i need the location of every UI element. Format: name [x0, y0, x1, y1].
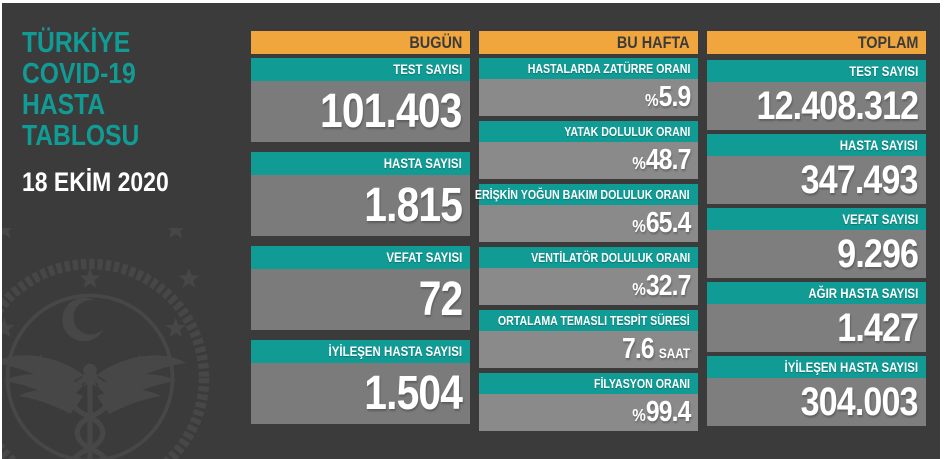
covid-table-panel: TÜRKİYE COVID-19 HASTA TABLOSU 18 EKİM 2…	[2, 3, 940, 459]
column-header-bu-hafta: BU HAFTA	[479, 31, 698, 54]
stat-label-band: HASTALARDA ZATÜRRE ORANI	[479, 58, 698, 79]
column-header-bugun: BUGÜN	[251, 31, 470, 54]
stat-card: VENTİLATÖR DOLULUK ORANI %32.7	[479, 247, 698, 305]
stat-label-band: VEFAT SAYISI	[251, 246, 470, 269]
stat-card: YATAK DOLULUK ORANI %48.7	[479, 121, 698, 179]
stat-value-box: 9.296	[707, 230, 926, 278]
title-line-1: TÜRKİYE	[22, 27, 131, 59]
stat-card: FİLYASYON ORANI %99.4	[479, 373, 698, 431]
stat-card: VEFAT SAYISI 9.296	[707, 208, 926, 278]
stat-value: %5.9	[644, 81, 691, 113]
stat-card: İYİLEŞEN HASTA SAYISI 304.003	[707, 356, 926, 426]
stat-value: %48.7	[631, 144, 691, 176]
column-bu-hafta: BU HAFTA HASTALARDA ZATÜRRE ORANI %5.9 Y…	[475, 31, 698, 436]
stat-value-box: 347.493	[707, 156, 926, 204]
stat-label-band: HASTA SAYISI	[251, 152, 470, 175]
stat-value-box: %65.4	[479, 205, 698, 242]
stat-value-box: %32.7	[479, 268, 698, 305]
stat-card: AĞIR HASTA SAYISI 1.427	[707, 282, 926, 352]
stat-label-band: FİLYASYON ORANI	[479, 373, 698, 394]
stat-label-band: AĞIR HASTA SAYISI	[707, 282, 926, 304]
stat-value: %99.4	[631, 396, 691, 428]
stat-value: 9.296	[837, 231, 919, 276]
stat-value: %65.4	[631, 207, 691, 239]
stat-label: VEFAT SAYISI	[386, 250, 462, 265]
stat-label: ERİŞKİN YOĞUN BAKIM DOLULUK ORANI	[475, 187, 690, 202]
stat-label: HASTALARDA ZATÜRRE ORANI	[527, 61, 690, 76]
stat-label: TEST SAYISI	[848, 63, 918, 79]
column-header-toplam: TOPLAM	[707, 31, 926, 54]
stat-label-band: İYİLEŞEN HASTA SAYISI	[707, 356, 926, 378]
stat-card: İYİLEŞEN HASTA SAYISI 1.504	[251, 340, 470, 424]
stat-label-band: VENTİLATÖR DOLULUK ORANI	[479, 247, 698, 268]
column-header-label: BU HAFTA	[617, 32, 690, 52]
stat-label-band: ORTALAMA TEMASLI TESPİT SÜRESİ	[479, 310, 698, 331]
stat-card: HASTALARDA ZATÜRRE ORANI %5.9	[479, 58, 698, 116]
stat-card: VEFAT SAYISI 72	[251, 246, 470, 330]
stat-value-box: 304.003	[707, 378, 926, 426]
stat-value-box: %48.7	[479, 142, 698, 179]
stat-label-band: HASTA SAYISI	[707, 134, 926, 156]
stat-label: İYİLEŞEN HASTA SAYISI	[328, 344, 462, 359]
stat-label: AĞIR HASTA SAYISI	[808, 285, 918, 301]
page-title: TÜRKİYE COVID-19 HASTA TABLOSU	[22, 28, 160, 152]
stat-value-box: 1.504	[251, 363, 470, 424]
stat-value-box: 101.403	[251, 81, 470, 142]
stat-label-band: TEST SAYISI	[251, 58, 470, 81]
stat-label-band: TEST SAYISI	[707, 60, 926, 82]
stat-label-band: YATAK DOLULUK ORANI	[479, 121, 698, 142]
stat-value-box: 72	[251, 269, 470, 330]
title-line-3: HASTA	[22, 89, 106, 121]
stat-value: 304.003	[801, 379, 919, 424]
stat-value: 1.504	[364, 367, 463, 420]
stat-label: VENTİLATÖR DOLULUK ORANI	[530, 250, 690, 265]
stat-label: YATAK DOLULUK ORANI	[563, 124, 690, 139]
stat-card: TEST SAYISI 12.408.312	[707, 60, 926, 130]
stat-card: ERİŞKİN YOĞUN BAKIM DOLULUK ORANI %65.4	[475, 184, 698, 242]
stat-value-box: 7.6 SAAT	[479, 331, 698, 368]
stat-value: 101.403	[320, 85, 462, 138]
stat-label: ORTALAMA TEMASLI TESPİT SÜRESİ	[498, 313, 690, 328]
column-bugun: BUGÜN TEST SAYISI 101.403 HASTA SAYISI 1…	[251, 31, 470, 434]
stat-label: FİLYASYON ORANI	[593, 376, 690, 391]
stat-label: TEST SAYISI	[392, 62, 462, 77]
stat-value-box: 12.408.312	[707, 82, 926, 130]
stat-card: ORTALAMA TEMASLI TESPİT SÜRESİ 7.6 SAAT	[479, 310, 698, 368]
ministry-of-health-emblem-icon	[2, 228, 210, 459]
stat-value: 1.815	[364, 179, 463, 232]
stat-label-band: ERİŞKİN YOĞUN BAKIM DOLULUK ORANI	[475, 184, 698, 205]
stat-label-band: VEFAT SAYISI	[707, 208, 926, 230]
stat-label: İYİLEŞEN HASTA SAYISI	[784, 359, 918, 375]
stat-value: 72	[418, 273, 463, 326]
stat-value-box: 1.815	[251, 175, 470, 236]
stat-label: HASTA SAYISI	[383, 156, 462, 171]
stat-value: 7.6 SAAT	[621, 333, 690, 365]
column-toplam: TOPLAM TEST SAYISI 12.408.312 HASTA SAYI…	[707, 31, 926, 430]
title-line-2: COVID-19	[22, 58, 136, 90]
stat-value: 347.493	[801, 157, 919, 202]
column-header-label: TOPLAM	[857, 32, 918, 52]
stat-value: 1.427	[837, 305, 919, 350]
stat-value: %32.7	[631, 270, 691, 302]
stat-card: HASTA SAYISI 1.815	[251, 152, 470, 236]
title-line-4: TABLOSU	[22, 120, 140, 152]
stat-card: HASTA SAYISI 347.493	[707, 134, 926, 204]
stat-value-box: 1.427	[707, 304, 926, 352]
stat-label: VEFAT SAYISI	[842, 211, 918, 227]
stat-value-box: %99.4	[479, 394, 698, 431]
report-date: 18 EKİM 2020	[22, 167, 169, 197]
stat-value-box: %5.9	[479, 79, 698, 116]
stat-card: TEST SAYISI 101.403	[251, 58, 470, 142]
stat-value: 12.408.312	[756, 83, 919, 128]
stat-label-band: İYİLEŞEN HASTA SAYISI	[251, 340, 470, 363]
column-header-label: BUGÜN	[409, 32, 462, 52]
stat-label: HASTA SAYISI	[839, 137, 918, 153]
